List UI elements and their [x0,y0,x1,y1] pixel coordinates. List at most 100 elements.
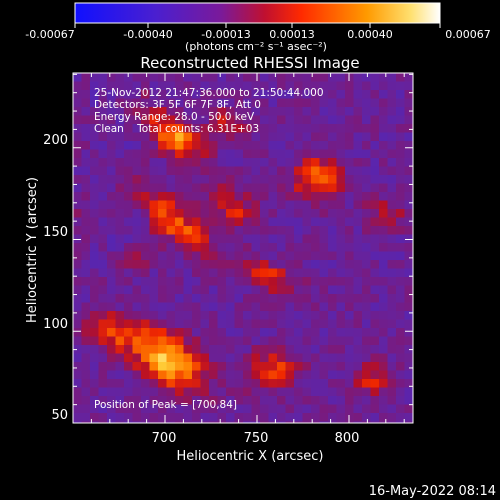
intensity-pixel [345,73,355,83]
intensity-pixel [285,396,295,406]
intensity-pixel [268,413,278,423]
intensity-pixel [251,243,261,253]
intensity-pixel [166,311,176,321]
intensity-pixel [243,243,253,253]
intensity-pixel [302,115,312,125]
intensity-pixel [149,234,159,244]
intensity-pixel [98,370,108,380]
intensity-pixel [345,243,355,253]
intensity-pixel [209,98,219,108]
intensity-pixel [132,396,142,406]
intensity-pixel [379,107,389,117]
intensity-pixel [294,226,304,236]
intensity-pixel [362,226,372,236]
intensity-pixel [98,251,108,261]
intensity-pixel [302,158,312,168]
intensity-pixel [251,81,261,91]
intensity-pixel [387,200,397,210]
intensity-pixel [319,209,329,219]
intensity-pixel [285,115,295,125]
intensity-pixel [192,209,202,219]
intensity-pixel [217,175,227,185]
intensity-pixel [107,209,117,219]
intensity-pixel [132,387,142,397]
intensity-pixel [217,73,227,83]
intensity-pixel [336,302,346,312]
intensity-pixel [234,362,244,372]
intensity-pixel [353,132,363,142]
intensity-pixel [396,311,406,321]
intensity-pixel [387,277,397,287]
intensity-pixel [166,183,176,193]
intensity-pixel [217,328,227,338]
intensity-pixel [277,124,287,134]
intensity-pixel [107,285,117,295]
intensity-pixel [200,124,210,134]
intensity-pixel [234,81,244,91]
intensity-pixel [209,311,219,321]
intensity-pixel [362,149,372,159]
intensity-pixel [396,251,406,261]
intensity-pixel [302,98,312,108]
intensity-pixel [90,362,100,372]
intensity-pixel [183,107,193,117]
intensity-pixel [81,421,91,423]
intensity-pixel [90,158,100,168]
intensity-pixel [73,379,83,389]
intensity-pixel [396,209,406,219]
intensity-pixel [243,175,253,185]
intensity-pixel [166,115,176,125]
intensity-pixel [353,387,363,397]
intensity-pixel [217,404,227,414]
intensity-pixel [226,81,236,91]
intensity-pixel [353,294,363,304]
intensity-pixel [260,226,270,236]
intensity-pixel [132,115,142,125]
intensity-pixel [404,404,413,414]
intensity-pixel [345,183,355,193]
intensity-pixel [141,362,151,372]
intensity-pixel [149,98,159,108]
intensity-pixel [302,328,312,338]
intensity-pixel [183,370,193,380]
intensity-pixel [141,311,151,321]
intensity-pixel [345,285,355,295]
intensity-pixel [81,132,91,142]
intensity-pixel [115,294,125,304]
intensity-pixel [200,183,210,193]
intensity-pixel [251,98,261,108]
intensity-pixel [141,396,151,406]
intensity-pixel [217,302,227,312]
intensity-pixel [319,387,329,397]
intensity-pixel [166,353,176,363]
intensity-pixel [387,370,397,380]
intensity-pixel [311,396,321,406]
intensity-pixel [260,209,270,219]
intensity-pixel [370,362,380,372]
intensity-pixel [226,234,236,244]
intensity-pixel [260,183,270,193]
intensity-pixel [107,345,117,355]
intensity-pixel [107,336,117,346]
intensity-pixel [217,268,227,278]
intensity-pixel [81,217,91,227]
intensity-pixel [396,396,406,406]
intensity-pixel [124,209,134,219]
intensity-pixel [328,277,338,287]
intensity-pixel [132,141,142,151]
intensity-pixel [200,81,210,91]
intensity-pixel [73,107,83,117]
intensity-pixel [294,175,304,185]
intensity-pixel [226,362,236,372]
intensity-pixel [141,234,151,244]
intensity-pixel [141,243,151,253]
intensity-pixel [370,81,380,91]
intensity-pixel [149,200,159,210]
intensity-pixel [158,234,168,244]
intensity-pixel [379,175,389,185]
intensity-pixel [379,81,389,91]
intensity-pixel [81,396,91,406]
intensity-pixel [260,328,270,338]
intensity-pixel [73,115,83,125]
intensity-pixel [251,379,261,389]
